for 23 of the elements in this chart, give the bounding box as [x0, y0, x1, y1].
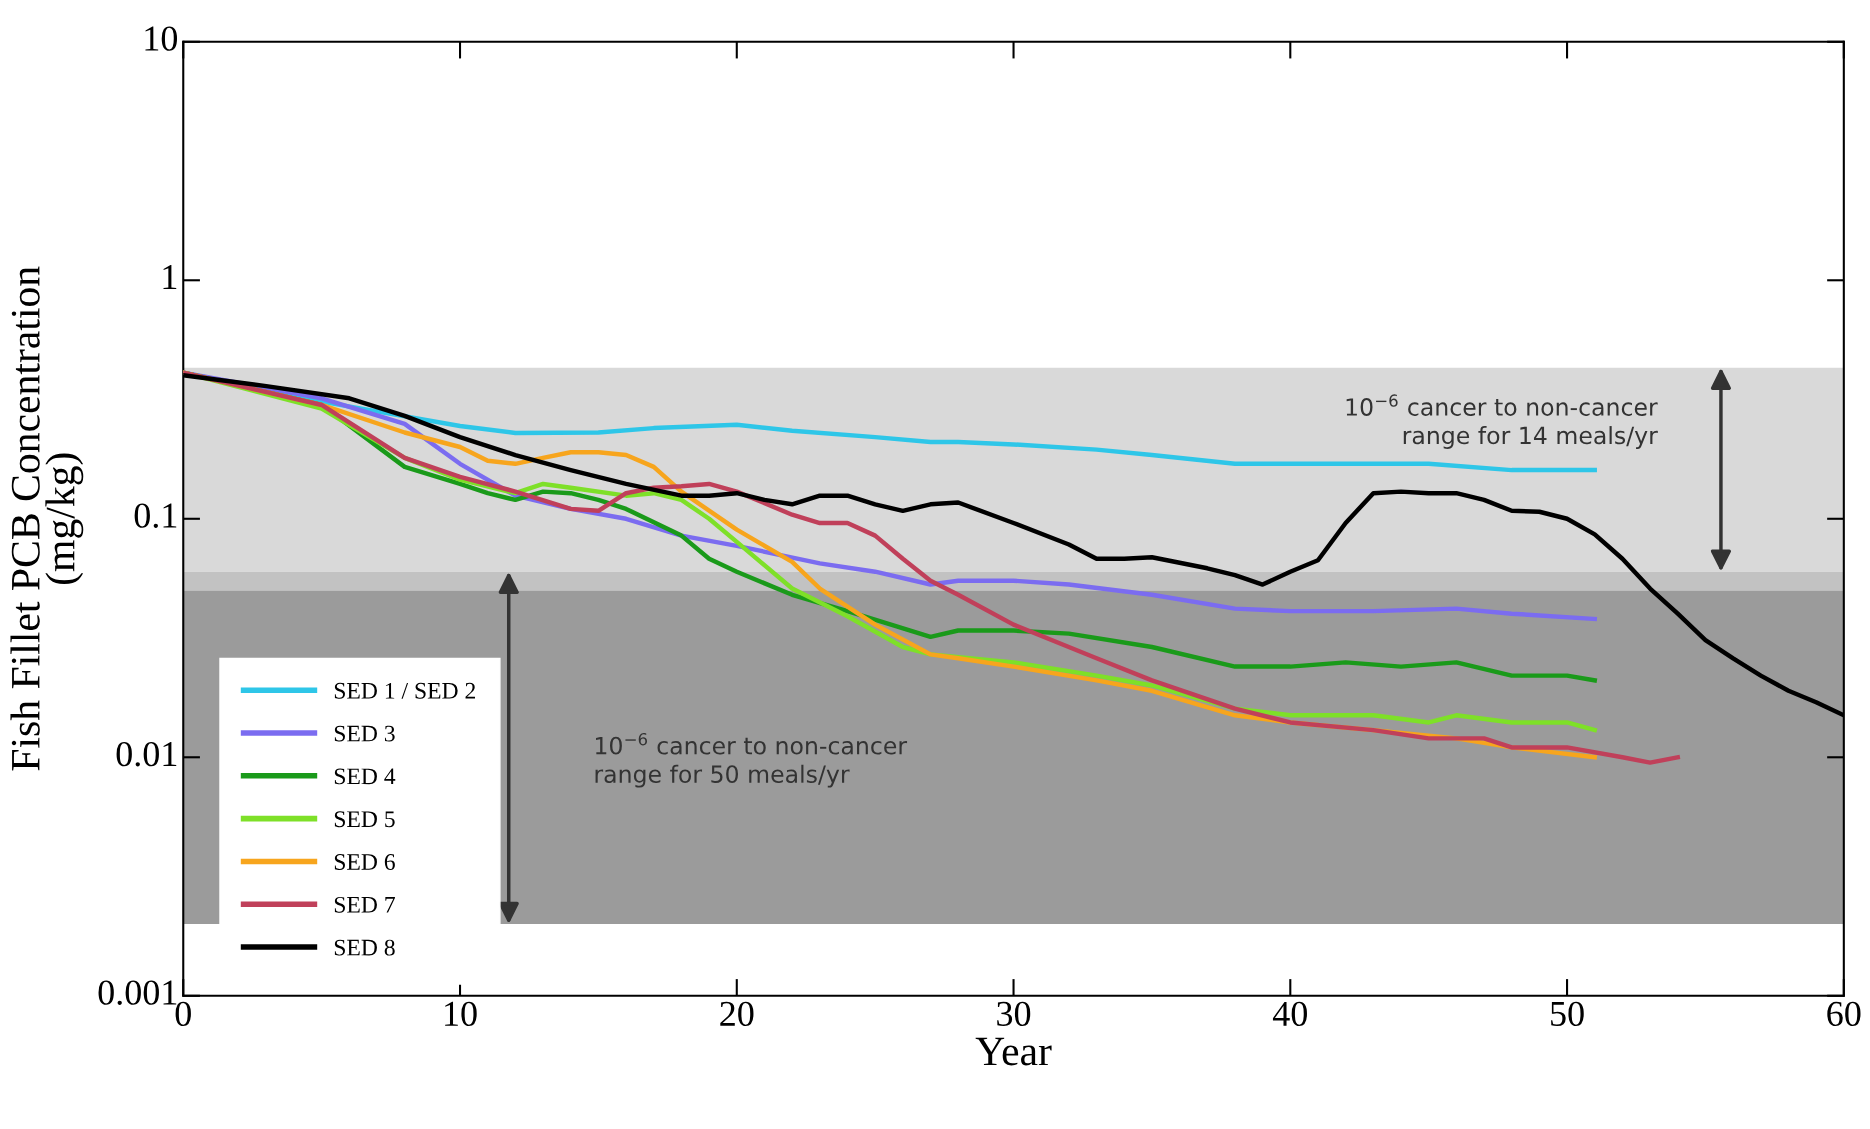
- y-tick-label: 0.01: [116, 741, 177, 767]
- legend-label: SED 8: [334, 939, 395, 956]
- x-tick-label: 40: [1272, 1001, 1307, 1027]
- y-tick-label: 0.001: [98, 980, 177, 1005]
- legend-label: SED 6: [334, 854, 395, 870]
- legend-label: SED 3: [334, 725, 395, 742]
- x-tick-label: 60: [1827, 1001, 1861, 1027]
- legend-label: SED 5: [334, 811, 395, 828]
- legend-label: SED 1 / SED 2: [334, 682, 475, 699]
- y-tick-label: 0.1: [134, 503, 177, 528]
- x-tick-label: 10: [445, 1001, 477, 1027]
- x-axis-title: Year: [975, 1037, 1052, 1066]
- legend-label: SED 4: [334, 768, 396, 785]
- x-tick-label: 20: [720, 1001, 754, 1027]
- y-axis-title: Fish Fillet PCB Concentration (mg/kg): [10, 266, 84, 771]
- x-tick-label: 30: [997, 1001, 1031, 1027]
- annotation: 10$^{−6}$ cancer to non-cancer range for 14 meals/yr: [1346, 394, 1658, 449]
- y-tick-label: 1: [163, 265, 177, 289]
- y-tick-label: 10: [145, 26, 178, 51]
- annotation: 10$^{−6}$ cancer to non-cancer range for 50 meals/yr: [595, 732, 908, 788]
- legend-label: SED 7: [334, 896, 395, 913]
- x-tick-label: 50: [1551, 1001, 1584, 1027]
- x-tick-label: 0: [175, 1001, 191, 1027]
